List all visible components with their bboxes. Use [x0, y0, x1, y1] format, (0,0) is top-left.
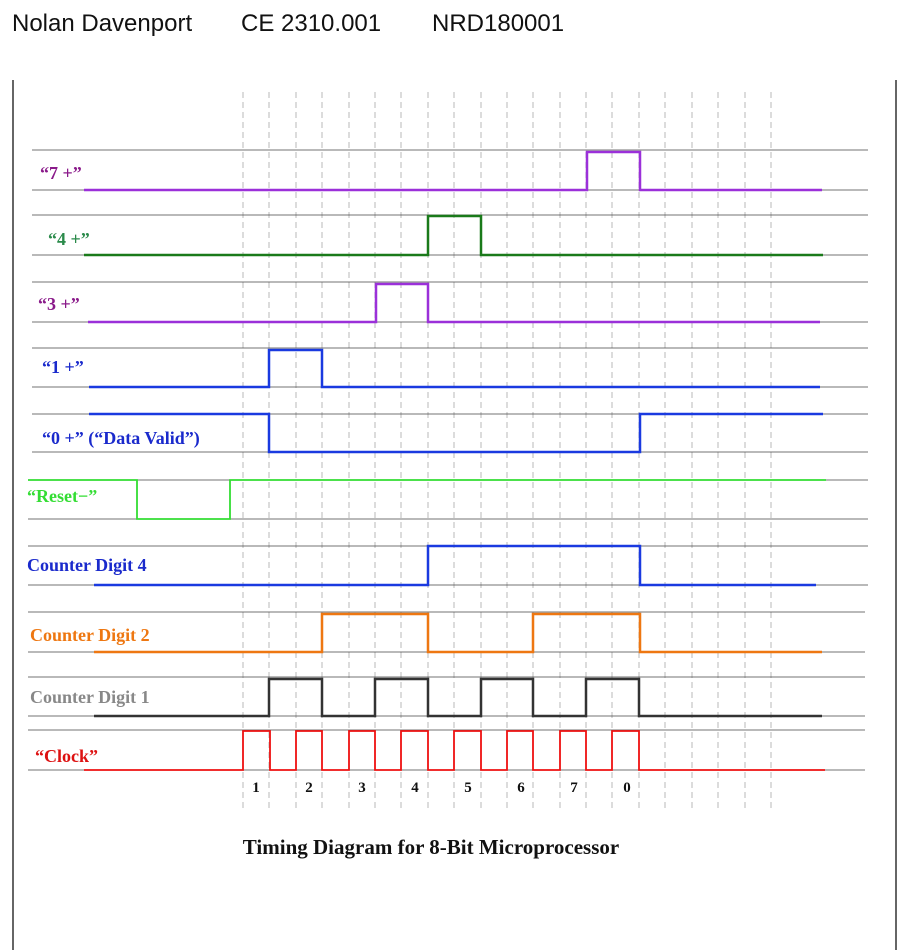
course-code: CE 2310.001: [241, 10, 382, 37]
student-id: NRD180001: [432, 10, 565, 37]
label-1-plus: “1 +”: [42, 357, 84, 377]
tick-label: 4: [411, 780, 419, 796]
label-0-plus-data-valid: “0 +” (“Data Valid”): [42, 428, 200, 449]
waveforms: [28, 150, 826, 771]
tick-label: 1: [252, 780, 260, 796]
author-name: Nolan Davenport: [12, 10, 193, 37]
trace-0-plus-data-valid: [89, 412, 823, 454]
trace-reset: [28, 479, 826, 520]
label-clock: “Clock”: [35, 746, 98, 766]
trace-3-plus: [88, 282, 820, 324]
tick-label: 6: [517, 780, 525, 796]
label-counter-digit-4: Counter Digit 4: [27, 555, 147, 575]
tick-label: 7: [570, 780, 578, 796]
trace-counter-digit-4: [94, 544, 816, 587]
trace-counter-digit-1: [94, 677, 822, 718]
tick-label: 2: [305, 780, 313, 796]
label-counter-digit-2: Counter Digit 2: [30, 625, 150, 645]
label-reset: “Reset−”: [27, 486, 97, 506]
trace-1-plus: [89, 348, 820, 389]
label-3-plus: “3 +”: [38, 294, 80, 314]
label-7-plus: “7 +”: [40, 163, 82, 183]
signal-labels: “7 +” “4 +” “3 +” “1 +” “0 +” (“Data Val…: [27, 163, 200, 766]
tick-label: 0: [623, 780, 631, 796]
trace-counter-digit-2: [94, 612, 822, 654]
label-counter-digit-1: Counter Digit 1: [30, 687, 150, 707]
trace-4-plus: [84, 214, 823, 257]
diagram-caption: Timing Diagram for 8-Bit Microprocessor: [243, 835, 619, 859]
row-separators: [28, 149, 868, 771]
tick-label: 3: [358, 780, 366, 796]
label-4-plus: “4 +”: [48, 229, 90, 249]
tick-label: 5: [464, 780, 472, 796]
trace-clock: [84, 730, 825, 771]
clock-tick-labels: 1 2 3 4 5 6 7 0: [252, 780, 631, 796]
trace-7-plus: [84, 150, 822, 192]
